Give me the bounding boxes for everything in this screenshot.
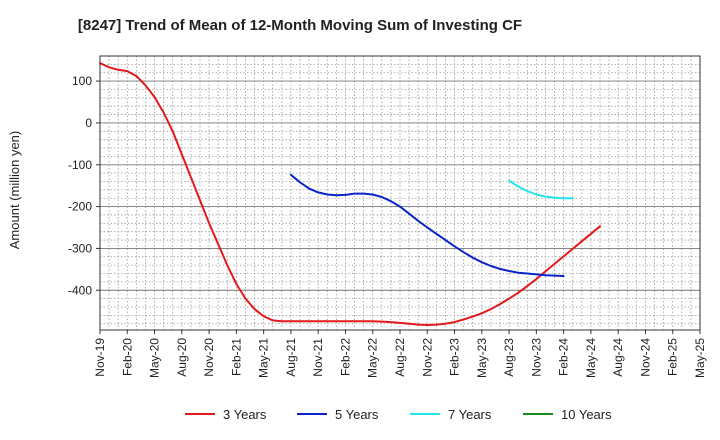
x-tick-label: Nov-19 [93, 338, 107, 377]
legend-label: 5 Years [335, 407, 379, 422]
y-tick-label: 100 [72, 74, 92, 88]
x-tick-label: May-22 [366, 338, 380, 378]
x-tick-label: Aug-22 [393, 338, 407, 377]
series-line [289, 173, 565, 277]
x-tick-label: May-23 [475, 338, 489, 378]
series-layer [99, 62, 601, 326]
x-tick-label: Feb-25 [666, 338, 680, 376]
y-tick-label: -200 [68, 200, 92, 214]
series-line [508, 179, 574, 200]
chart-title: [8247] Trend of Mean of 12-Month Moving … [78, 17, 522, 34]
x-tick-label: Feb-24 [557, 338, 571, 376]
y-ticks: 100 0 -100 -200 -300 -400 [68, 74, 100, 297]
y-axis-label: Amount (million yen) [7, 131, 22, 250]
series-line [99, 62, 601, 326]
y-tick-label: -400 [68, 283, 92, 297]
x-tick-label: Nov-22 [420, 338, 434, 377]
x-tick-label: Feb-22 [338, 338, 352, 376]
x-tick-label: Nov-21 [311, 338, 325, 377]
x-tick-label: Feb-21 [229, 338, 243, 376]
x-tick-label: Nov-20 [202, 338, 216, 377]
y-tick-label: -300 [68, 241, 92, 255]
x-tick-label: May-25 [693, 338, 707, 378]
x-tick-label: Nov-23 [529, 338, 543, 377]
x-tick-label: Nov-24 [638, 338, 652, 377]
legend: 3 Years 5 Years 7 Years 10 Years [185, 407, 612, 422]
y-tick-label: -100 [68, 158, 92, 172]
x-tick-label: Feb-23 [448, 338, 462, 376]
x-tick-label: Aug-24 [611, 338, 625, 377]
x-tick-label: May-21 [257, 338, 271, 378]
legend-label: 3 Years [223, 407, 267, 422]
y-tick-label: 0 [85, 116, 92, 130]
x-tick-label: May-20 [148, 338, 162, 378]
grid [100, 56, 700, 330]
legend-label: 10 Years [561, 407, 612, 422]
legend-label: 7 Years [448, 407, 492, 422]
x-tick-label: Feb-20 [120, 338, 134, 376]
x-tick-label: Aug-23 [502, 338, 516, 377]
x-ticks: Nov-19 Feb-20 May-20 Aug-20 Nov-20 Feb-21 May-… [93, 330, 707, 378]
x-tick-label: May-24 [584, 338, 598, 378]
x-tick-label: Aug-21 [284, 338, 298, 377]
x-tick-label: Aug-20 [175, 338, 189, 377]
